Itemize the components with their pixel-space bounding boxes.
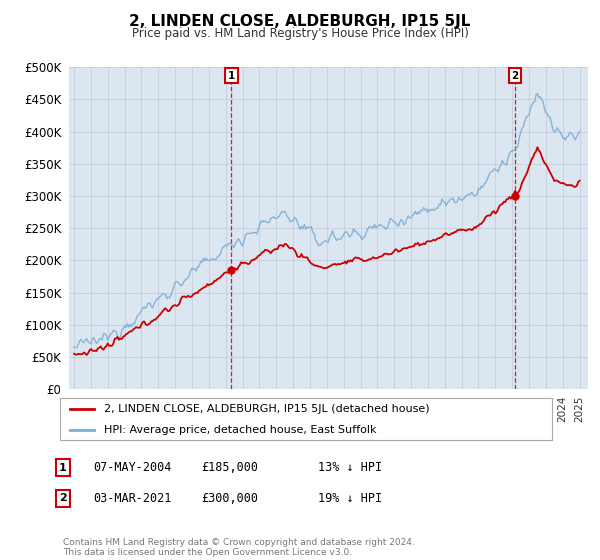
Text: 13% ↓ HPI: 13% ↓ HPI <box>318 461 382 474</box>
Text: 2: 2 <box>59 493 67 503</box>
Text: 1: 1 <box>228 71 235 81</box>
Text: 07-MAY-2004: 07-MAY-2004 <box>93 461 172 474</box>
Text: Contains HM Land Registry data © Crown copyright and database right 2024.
This d: Contains HM Land Registry data © Crown c… <box>63 538 415 557</box>
Text: 2, LINDEN CLOSE, ALDEBURGH, IP15 5JL (detached house): 2, LINDEN CLOSE, ALDEBURGH, IP15 5JL (de… <box>104 404 430 414</box>
Text: 03-MAR-2021: 03-MAR-2021 <box>93 492 172 505</box>
Text: 19% ↓ HPI: 19% ↓ HPI <box>318 492 382 505</box>
Text: 2: 2 <box>511 71 518 81</box>
Text: £185,000: £185,000 <box>201 461 258 474</box>
Text: 2, LINDEN CLOSE, ALDEBURGH, IP15 5JL: 2, LINDEN CLOSE, ALDEBURGH, IP15 5JL <box>130 14 470 29</box>
Text: £300,000: £300,000 <box>201 492 258 505</box>
Text: HPI: Average price, detached house, East Suffolk: HPI: Average price, detached house, East… <box>104 426 377 435</box>
Text: Price paid vs. HM Land Registry's House Price Index (HPI): Price paid vs. HM Land Registry's House … <box>131 27 469 40</box>
Text: 1: 1 <box>59 463 67 473</box>
